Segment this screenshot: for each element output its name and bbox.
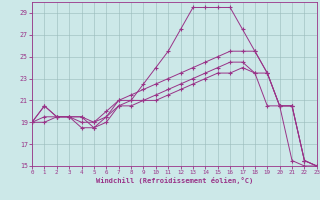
- X-axis label: Windchill (Refroidissement éolien,°C): Windchill (Refroidissement éolien,°C): [96, 177, 253, 184]
